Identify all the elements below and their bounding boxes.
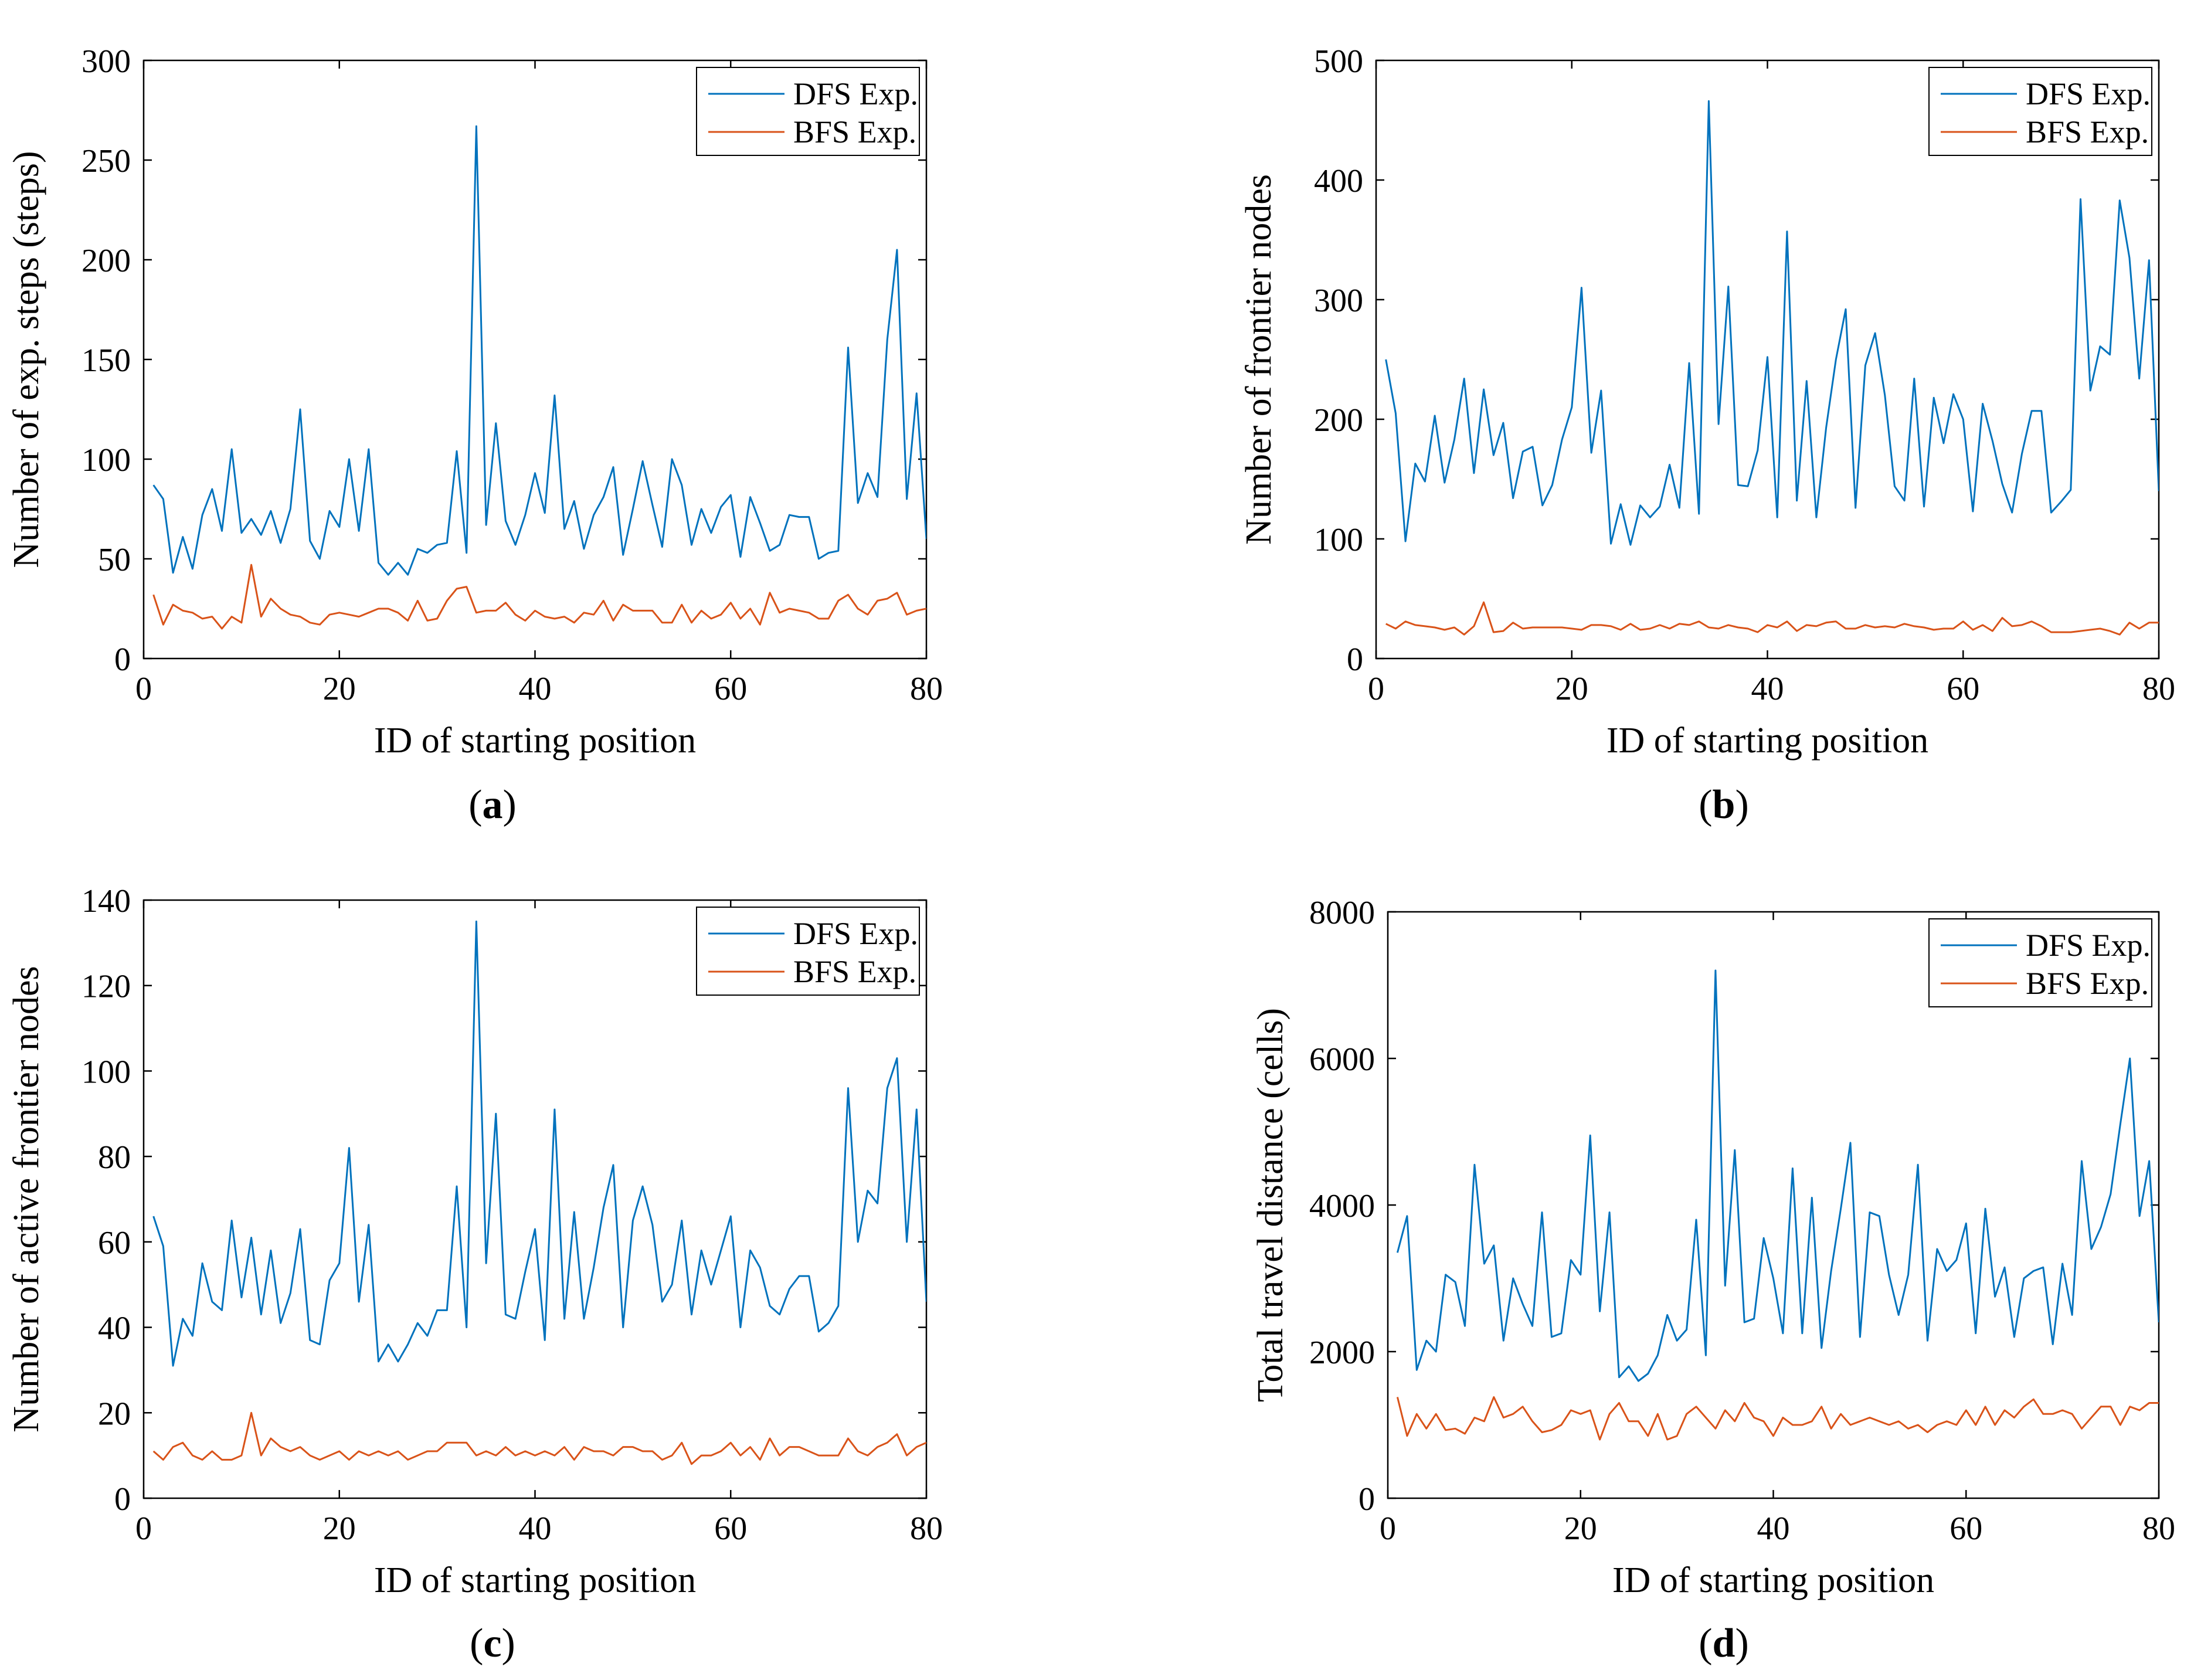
y-tick-label: 250 bbox=[81, 143, 131, 179]
y-tick-label: 140 bbox=[81, 883, 131, 919]
x-tick-label: 0 bbox=[1380, 1511, 1396, 1547]
x-tick-label: 20 bbox=[323, 671, 356, 707]
panel-label-letter: a bbox=[483, 782, 503, 827]
legend-label: BFS Exp. bbox=[793, 954, 916, 989]
y-tick-label: 60 bbox=[98, 1225, 131, 1261]
legend-label: DFS Exp. bbox=[2026, 76, 2151, 111]
x-tick-label: 80 bbox=[910, 671, 943, 707]
panel-label: (a) bbox=[468, 782, 517, 827]
legend-label: DFS Exp. bbox=[793, 76, 918, 111]
panel-label-letter: d bbox=[1713, 1621, 1735, 1666]
x-tick-label: 80 bbox=[2142, 671, 2175, 707]
panel-label-close: ) bbox=[502, 1621, 515, 1666]
y-axis-label: Number of frontier nodes bbox=[1239, 174, 1279, 545]
y-tick-label: 150 bbox=[81, 342, 131, 379]
y-tick-label: 300 bbox=[1314, 283, 1363, 319]
panel-label: (b) bbox=[1699, 782, 1749, 827]
panel-label-close: ) bbox=[1735, 782, 1748, 827]
y-tick-label: 100 bbox=[81, 1054, 131, 1090]
series-line-dfs-exp bbox=[152, 125, 926, 576]
y-tick-label: 40 bbox=[98, 1311, 131, 1347]
y-tick-label: 0 bbox=[114, 1481, 131, 1518]
y-tick-label: 2000 bbox=[1309, 1335, 1375, 1371]
legend-box bbox=[1928, 918, 2152, 1007]
x-tick-label: 40 bbox=[519, 1511, 552, 1547]
panel-label-open: ( bbox=[1699, 1621, 1712, 1666]
y-axis-label: Total travel distance (cells) bbox=[1251, 1008, 1290, 1402]
panel-label: (d) bbox=[1699, 1621, 1749, 1666]
series-line-dfs-exp bbox=[152, 920, 926, 1367]
panel-label: (c) bbox=[470, 1621, 515, 1666]
chart-panel-b: 0 20 40 60 80 0 100 200 300 400 500 ID of starting … bbox=[1239, 43, 2175, 827]
y-tick-label: 6000 bbox=[1309, 1041, 1375, 1078]
series-line-bfs-exp bbox=[152, 1411, 926, 1465]
y-tick-label: 200 bbox=[81, 243, 131, 279]
y-tick-label: 50 bbox=[98, 542, 131, 578]
panel-label-open: ( bbox=[468, 782, 482, 827]
legend: DFS Exp.BFS Exp. bbox=[1928, 918, 2152, 1007]
legend-label: DFS Exp. bbox=[2026, 928, 2151, 963]
chart-panel-a: 0 20 40 60 80 0 50 100 150 200 250 300 ID of startin… bbox=[6, 43, 943, 827]
x-axis-label: ID of starting position bbox=[374, 721, 696, 761]
legend-label: DFS Exp. bbox=[793, 916, 918, 951]
x-tick-label: 40 bbox=[1757, 1511, 1790, 1547]
panel-label-close: ) bbox=[1735, 1621, 1748, 1666]
y-tick-label: 8000 bbox=[1309, 895, 1375, 931]
x-axis-label: ID of starting position bbox=[1612, 1560, 1934, 1600]
y-tick-label: 0 bbox=[1358, 1481, 1375, 1518]
panel-label-close: ) bbox=[503, 782, 517, 827]
x-tick-label: 60 bbox=[714, 1511, 747, 1547]
series-line-dfs-exp bbox=[1396, 969, 2159, 1382]
y-tick-label: 300 bbox=[81, 43, 131, 80]
legend-box bbox=[1928, 67, 2152, 156]
x-tick-label: 20 bbox=[1555, 671, 1588, 707]
y-tick-label: 100 bbox=[1314, 522, 1363, 558]
series-line-bfs-exp bbox=[1396, 1396, 2159, 1441]
chart-panel-d: 0 20 40 60 80 0 2000 4000 6000 8000 ID of starting… bbox=[1251, 895, 2175, 1666]
x-tick-label: 60 bbox=[1950, 1511, 1982, 1547]
x-tick-label: 40 bbox=[519, 671, 552, 707]
y-tick-label: 80 bbox=[98, 1139, 131, 1176]
x-tick-label: 60 bbox=[1947, 671, 1979, 707]
panel-label-open: ( bbox=[1699, 782, 1712, 827]
x-axis-label: ID of starting position bbox=[374, 1560, 696, 1600]
chart-panel-c: 0 20 40 60 80 0 20 40 60 80 100 120 140 ID of startin… bbox=[6, 883, 943, 1666]
y-tick-label: 0 bbox=[1347, 642, 1363, 678]
series-line-bfs-exp bbox=[1385, 601, 2159, 636]
y-tick-label: 120 bbox=[81, 969, 131, 1005]
x-tick-label: 80 bbox=[910, 1511, 943, 1547]
x-tick-label: 0 bbox=[1368, 671, 1384, 707]
y-axis-label: Number of exp. steps (steps) bbox=[6, 151, 46, 568]
legend: DFS Exp.BFS Exp. bbox=[696, 907, 920, 996]
legend-box bbox=[696, 67, 920, 156]
y-tick-label: 400 bbox=[1314, 163, 1363, 199]
legend-label: BFS Exp. bbox=[2026, 114, 2149, 150]
legend-box bbox=[696, 907, 920, 996]
panel-label-open: ( bbox=[470, 1621, 483, 1666]
series-line-dfs-exp bbox=[1385, 100, 2159, 546]
legend: DFS Exp.BFS Exp. bbox=[696, 67, 920, 156]
legend-label: BFS Exp. bbox=[793, 114, 916, 150]
legend: DFS Exp.BFS Exp. bbox=[1928, 67, 2152, 156]
y-tick-label: 200 bbox=[1314, 402, 1363, 439]
y-tick-label: 4000 bbox=[1309, 1188, 1375, 1224]
y-tick-label: 100 bbox=[81, 442, 131, 478]
y-tick-label: 20 bbox=[98, 1396, 131, 1432]
x-tick-label: 0 bbox=[135, 671, 152, 707]
x-tick-label: 60 bbox=[714, 671, 747, 707]
x-axis-label: ID of starting position bbox=[1607, 721, 1928, 761]
series-line-bfs-exp bbox=[152, 564, 926, 630]
x-tick-label: 20 bbox=[1564, 1511, 1597, 1547]
panel-label-letter: b bbox=[1713, 782, 1735, 827]
x-tick-label: 20 bbox=[323, 1511, 356, 1547]
x-tick-label: 40 bbox=[1751, 671, 1784, 707]
y-tick-label: 500 bbox=[1314, 43, 1363, 80]
x-tick-label: 80 bbox=[2142, 1511, 2175, 1547]
y-tick-label: 0 bbox=[114, 642, 131, 678]
panel-label-letter: c bbox=[483, 1621, 501, 1666]
legend-label: BFS Exp. bbox=[2026, 966, 2149, 1001]
y-axis-label: Number of active frontier nodes bbox=[6, 966, 46, 1432]
x-tick-label: 0 bbox=[135, 1511, 152, 1547]
